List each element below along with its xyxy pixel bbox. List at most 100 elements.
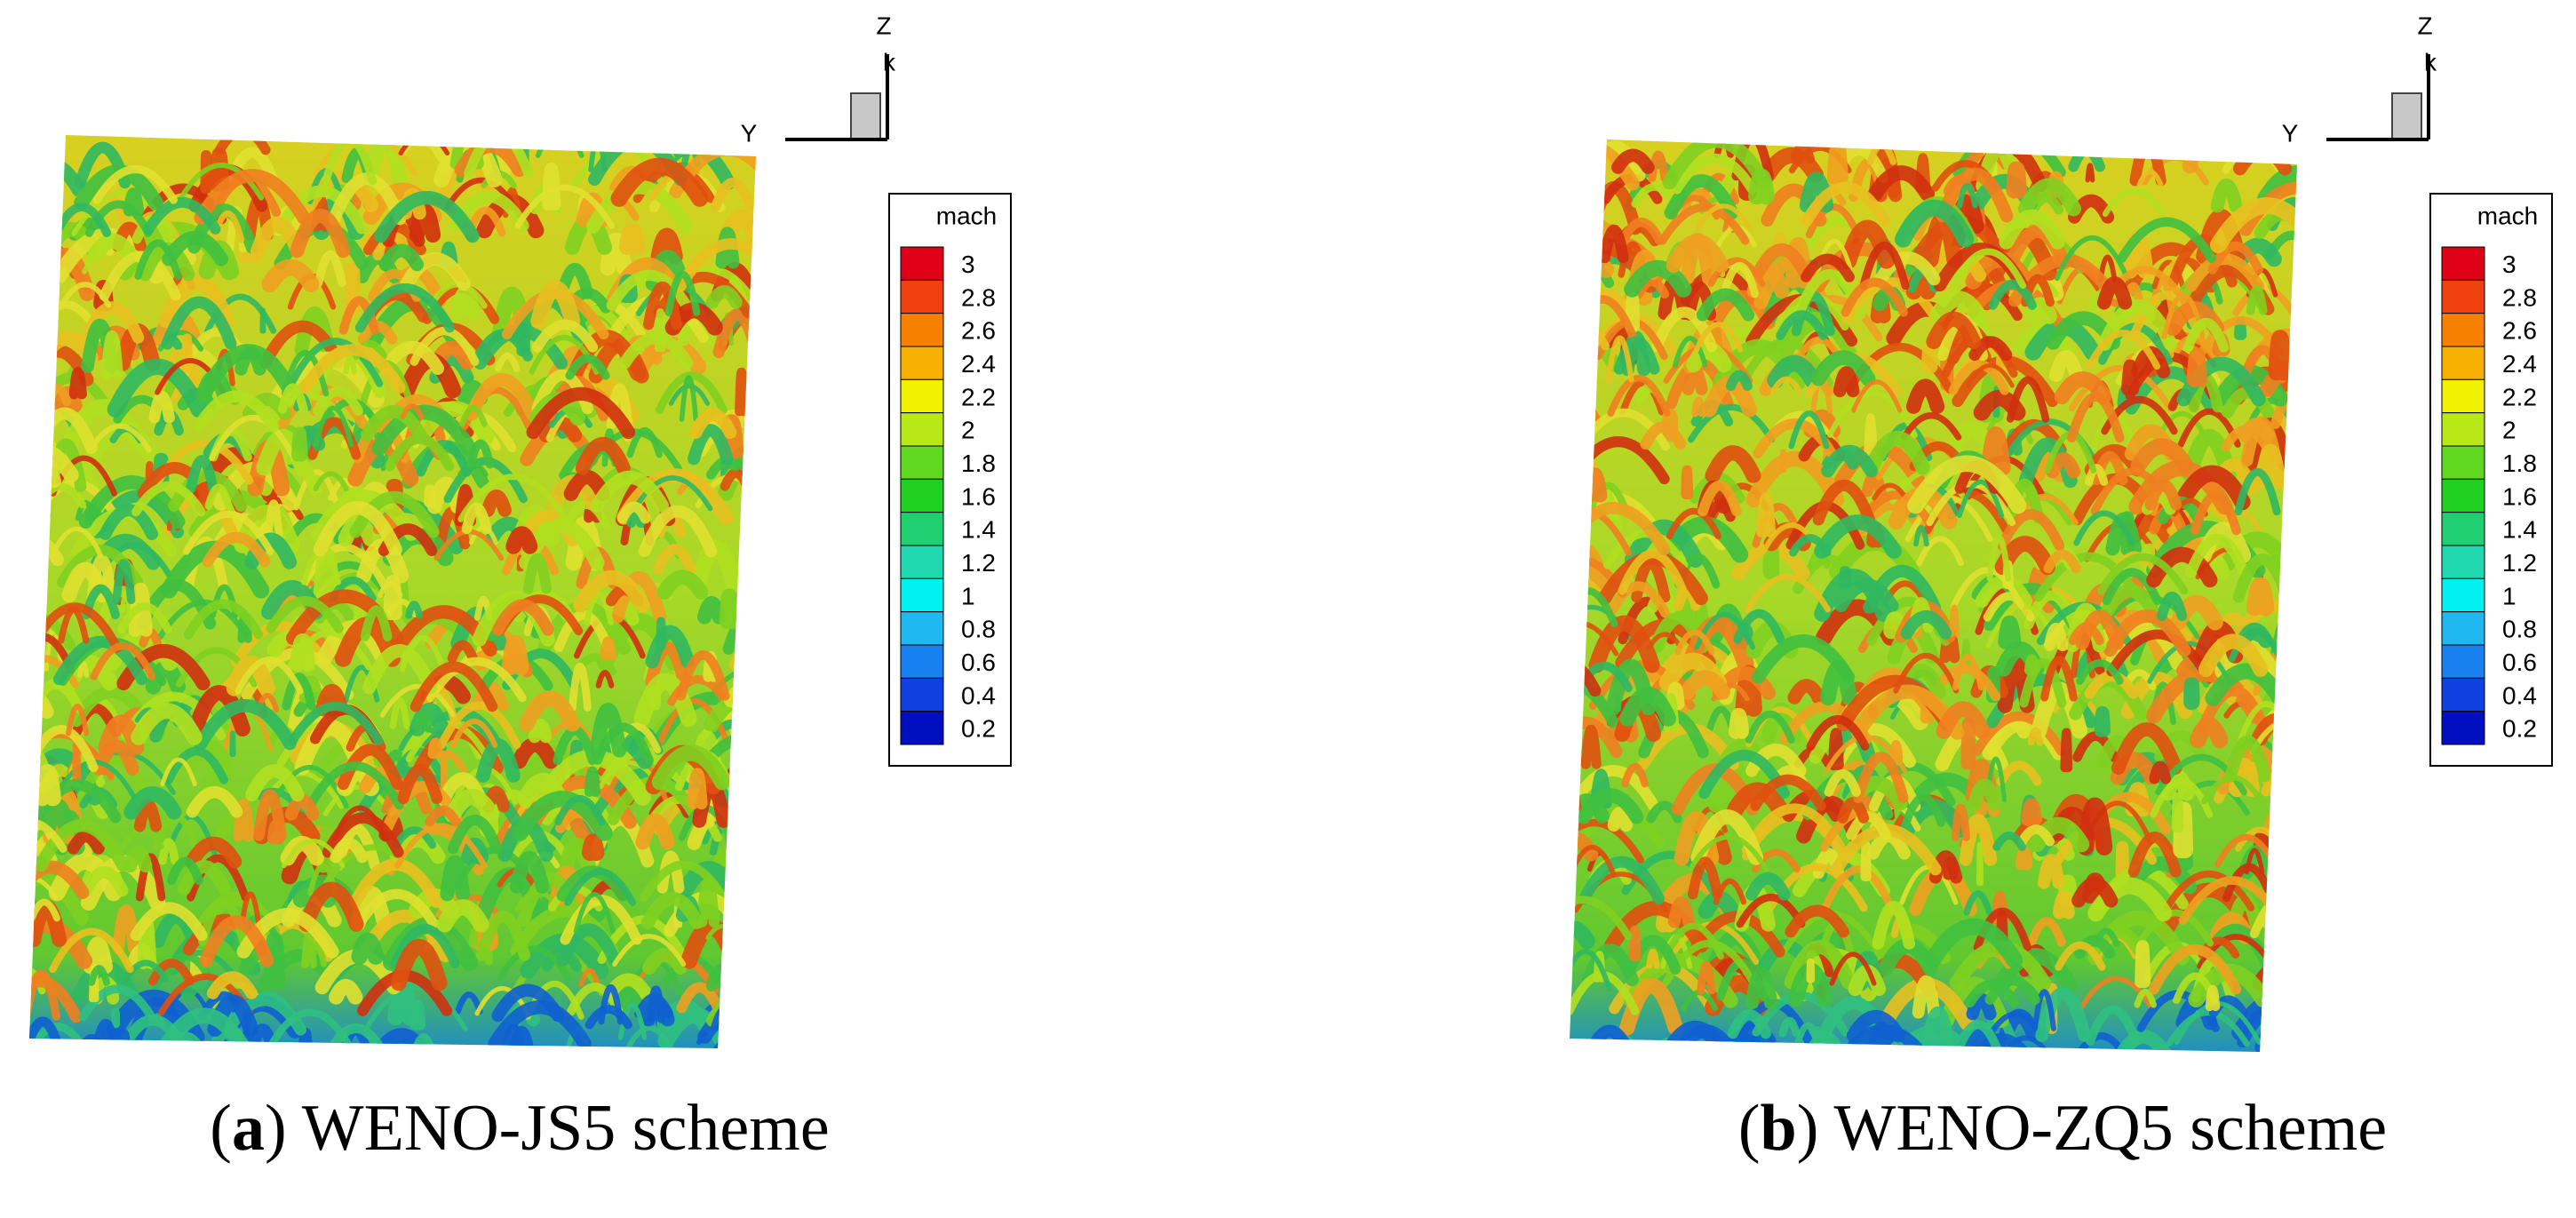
- vortex: [1789, 534, 1832, 557]
- vortex: [2075, 609, 2124, 650]
- legend-swatch: [900, 512, 944, 546]
- vortex: [88, 963, 99, 1003]
- vortex: [578, 967, 600, 987]
- vortex: [1570, 659, 1602, 697]
- vortex: [2210, 179, 2243, 213]
- vortex: [645, 641, 690, 688]
- vortex: [2106, 629, 2210, 677]
- vortex: [181, 333, 194, 374]
- vortex: [2028, 816, 2090, 853]
- vortex: [400, 252, 471, 291]
- legend-swatch: [900, 313, 944, 347]
- vortex: [209, 415, 297, 461]
- vortex: [448, 815, 503, 855]
- vortex: [343, 354, 357, 375]
- vortex: [475, 911, 531, 961]
- vortex: [1750, 774, 1826, 811]
- legend-swatch: [2441, 412, 2485, 447]
- vortex: [1746, 1035, 1763, 1052]
- vortex: [2085, 464, 2109, 486]
- vortex: [161, 952, 212, 980]
- vortex: [1860, 840, 1872, 882]
- vortex: [389, 697, 410, 729]
- vortex: [2019, 657, 2067, 708]
- vortex: [1658, 203, 1750, 245]
- vortex: [592, 722, 654, 765]
- axis-z-label: Z: [2417, 12, 2432, 39]
- vortex: [194, 169, 311, 225]
- vortex: [1841, 277, 1941, 324]
- vortex: [494, 352, 521, 372]
- vortex: [313, 405, 354, 448]
- vortex: [711, 178, 756, 211]
- legend-label: 1: [961, 582, 975, 609]
- vortex: [288, 338, 384, 387]
- vortex: [2222, 863, 2276, 903]
- vortex: [2135, 940, 2151, 989]
- vortex: [1952, 654, 1984, 691]
- vortex: [471, 681, 509, 712]
- legend-swatch: [900, 577, 944, 613]
- vortex: [2224, 735, 2271, 783]
- vortex: [554, 306, 636, 355]
- vortex: [1666, 234, 1729, 274]
- vortex: [2190, 717, 2229, 749]
- vortex: [465, 373, 539, 421]
- vortex: [131, 703, 203, 745]
- legend-label: 3: [961, 251, 975, 278]
- vortex: [293, 469, 341, 511]
- vortex: [2117, 217, 2216, 264]
- vortex: [612, 934, 687, 967]
- vortex: [1666, 507, 1722, 540]
- legend-label: 3: [2502, 251, 2516, 278]
- vortex: [1812, 479, 1876, 526]
- vortex: [1696, 203, 1752, 230]
- legend-swatch: [2441, 545, 2485, 579]
- vortex: [1976, 842, 1984, 887]
- vortex: [29, 442, 79, 483]
- vortex: [1727, 1009, 1772, 1039]
- vortex: [2087, 877, 2173, 922]
- vortex: [1936, 167, 2014, 223]
- vortex: [1599, 224, 1629, 264]
- vortex: [1673, 335, 1708, 368]
- legend-label: 0.2: [2502, 715, 2537, 743]
- legend-swatch: [2441, 346, 2485, 380]
- vortex: [638, 505, 718, 558]
- vortex: [557, 837, 598, 880]
- legend-label: 2: [961, 417, 975, 444]
- vortex: [1570, 570, 1592, 596]
- vortex: [512, 791, 613, 841]
- legend-swatch: [2441, 313, 2485, 347]
- vortex: [1618, 218, 1665, 245]
- vortex: [1607, 806, 1634, 832]
- caption: (b) WENO-ZQ5 scheme: [1738, 1092, 2387, 1165]
- vortex: [189, 949, 209, 990]
- vortex: [1618, 549, 1688, 595]
- legend-label: 1.8: [961, 450, 996, 477]
- vortex: [77, 660, 90, 678]
- legend-swatch: [2441, 611, 2485, 646]
- legend-swatch: [900, 445, 944, 480]
- vortex: [1577, 788, 1644, 824]
- vortex: [409, 999, 426, 1031]
- legend-swatch: [2441, 445, 2485, 480]
- vortex: [29, 484, 52, 523]
- vortex: [29, 239, 52, 281]
- vortex: [259, 320, 346, 369]
- vortex: [274, 185, 369, 235]
- vortex: [2017, 178, 2081, 217]
- caption: (a) WENO-JS5 scheme: [210, 1092, 829, 1165]
- vortex: [1770, 376, 1802, 394]
- vortex: [2044, 622, 2069, 652]
- vortex: [531, 319, 599, 353]
- vortex: [29, 280, 50, 302]
- vortex: [1997, 509, 2065, 552]
- vortex: [2166, 1009, 2250, 1047]
- vortex: [522, 553, 553, 594]
- vortex: [1983, 592, 2035, 622]
- vortex: [1776, 310, 1828, 340]
- vortex: [303, 941, 328, 967]
- vortex: [2257, 165, 2297, 207]
